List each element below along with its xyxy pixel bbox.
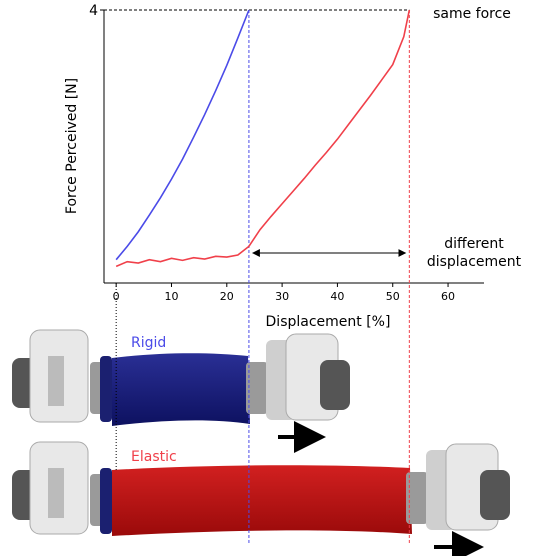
y-axis-label: Force Perceived [N] (64, 78, 80, 214)
annotation: different (444, 236, 504, 252)
gripper (246, 333, 350, 421)
x-tick-label: 60 (441, 290, 455, 303)
gripper (12, 441, 112, 535)
x-tick-label: 30 (275, 290, 289, 303)
data-line (115, 9, 411, 268)
gripper (406, 443, 510, 531)
x-axis-label: Displacement [%] (266, 314, 391, 330)
x-tick-label: 50 (386, 290, 400, 303)
illustration (12, 329, 510, 560)
band-label: Elastic (131, 449, 177, 465)
y-tick-label: 4 (89, 3, 98, 19)
annotation: displacement (427, 254, 522, 270)
elastic-band (112, 465, 412, 536)
x-tick-label: 10 (164, 290, 178, 303)
data-line (115, 9, 250, 261)
rigid-band (112, 353, 250, 426)
x-tick-label: 0 (113, 290, 120, 303)
annotation: same force (433, 6, 511, 22)
gripper (12, 329, 112, 423)
x-tick-label: 40 (330, 290, 344, 303)
band-label: Rigid (131, 335, 166, 351)
x-tick-label: 20 (220, 290, 234, 303)
